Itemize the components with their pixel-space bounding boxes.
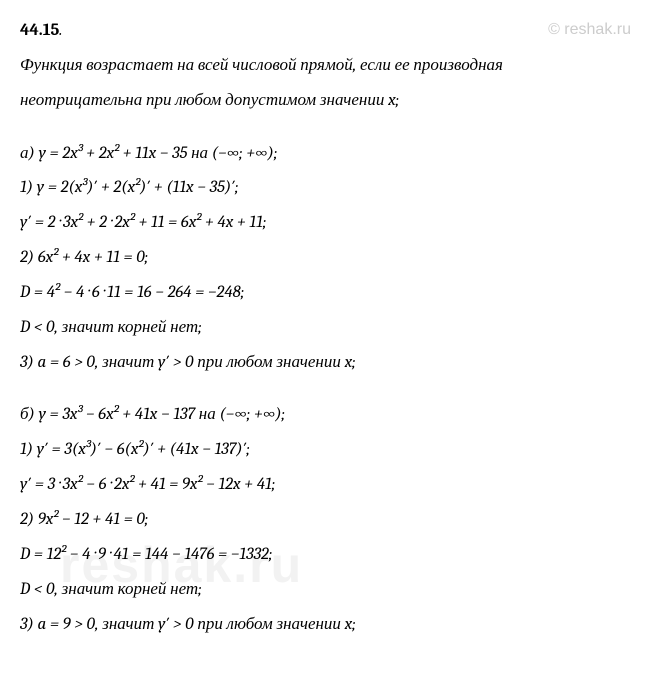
- problem-number: 44.15: [20, 21, 59, 40]
- part-a-step2b: D = 4² − 4 · 6 · 11 = 16 − 264 = −248;: [20, 276, 631, 311]
- part-a-step1b: y′ = 2 · 3x² + 2 · 2x² + 11 = 6x² + 4x +…: [20, 206, 631, 241]
- part-b-step1a: 1) y′ = 3(x³)′ − 6(x²)′ + (41x − 137)′;: [20, 433, 631, 468]
- intro-line-2: неотрицательна при любом допустимом знач…: [20, 84, 631, 119]
- problem-number-line: 44.15.: [20, 14, 631, 49]
- document-content: 44.15. Функция возрастает на всей числов…: [20, 14, 631, 642]
- intro-line-1: Функция возрастает на всей числовой прям…: [20, 49, 631, 84]
- part-b-header: б) y = 3x³ − 6x² + 41x − 137 на (−∞; +∞)…: [20, 398, 631, 433]
- part-b-step2a: 2) 9x² − 12 + 41 = 0;: [20, 503, 631, 538]
- part-a-step2c: D < 0, значит корней нет;: [20, 311, 631, 346]
- part-b-step1b: y′ = 3 · 3x² − 6 · 2x² + 41 = 9x² − 12x …: [20, 468, 631, 503]
- part-a-step2a: 2) 6x² + 4x + 11 = 0;: [20, 241, 631, 276]
- part-a-step3: 3) a = 6 > 0, значит y′ > 0 при любом зн…: [20, 346, 631, 381]
- part-b-step2b: D = 12² − 4 · 9 · 41 = 144 − 1476 = −133…: [20, 538, 631, 573]
- part-a-header: а) y = 2x³ + 2x² + 11x − 35 на (−∞; +∞);: [20, 137, 631, 172]
- part-b-step3: 3) a = 9 > 0, значит y′ > 0 при любом зн…: [20, 608, 631, 643]
- part-a-step1a: 1) y = 2(x³)′ + 2(x²)′ + (11x − 35)′;: [20, 171, 631, 206]
- part-b-step2c: D < 0, значит корней нет;: [20, 573, 631, 608]
